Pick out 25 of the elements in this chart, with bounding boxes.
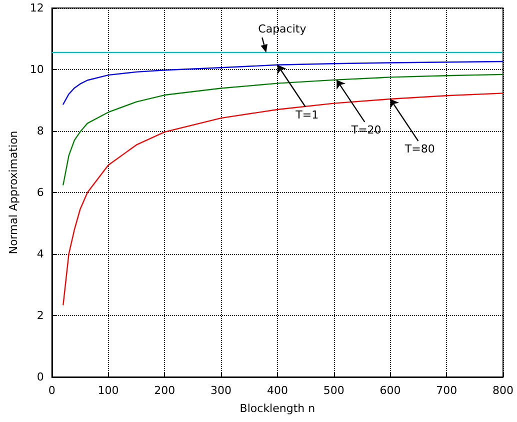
x-axis-title: Blocklength n (240, 402, 316, 415)
y-tick-label: 10 (30, 63, 44, 76)
ref-line-label: Capacity (258, 22, 307, 36)
y-tick-label: 0 (36, 370, 44, 384)
x-tick-label: 500 (323, 384, 344, 397)
y-tick-label: 4 (36, 248, 44, 260)
line-series (62, 74, 504, 186)
y-tick-label: 6 (36, 186, 44, 199)
y-axis-title: Normal Approximation (7, 130, 20, 254)
x-tick-label: 600 (380, 384, 401, 397)
y-tick-label: 2 (36, 309, 44, 322)
x-tick-label: 100 (98, 384, 119, 397)
line-series (62, 60, 504, 105)
x-tick-label: 800 (492, 384, 514, 397)
line-series (62, 92, 504, 306)
annotation: T=20 (350, 123, 382, 136)
y-tick-label: 12 (30, 2, 44, 14)
x-tick-label: 700 (436, 384, 458, 397)
x-tick-label: 0 (48, 384, 56, 397)
x-tick-label: 300 (210, 384, 232, 397)
x-tick-label: 200 (154, 384, 176, 397)
annotation: T=80 (404, 142, 435, 156)
annotation: T=1 (294, 108, 319, 122)
y-tick-label: 8 (36, 124, 44, 138)
x-tick-label: 400 (266, 384, 288, 397)
